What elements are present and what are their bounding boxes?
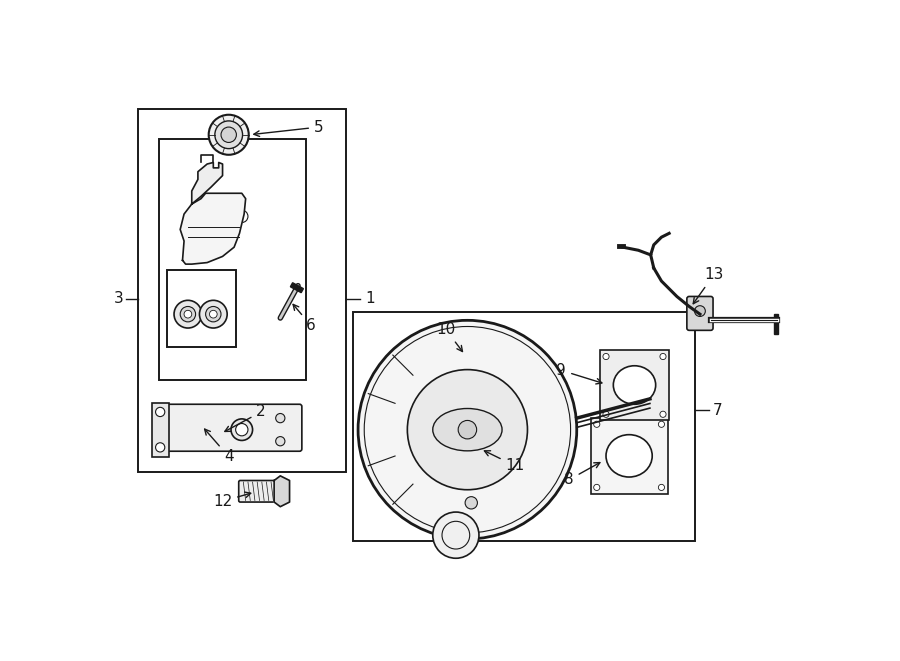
Circle shape — [659, 485, 664, 490]
Polygon shape — [274, 476, 290, 507]
Circle shape — [205, 307, 221, 322]
Circle shape — [603, 354, 609, 360]
Circle shape — [433, 512, 479, 559]
Ellipse shape — [433, 408, 502, 451]
Bar — [138, 108, 346, 472]
Text: 1: 1 — [365, 292, 375, 306]
Circle shape — [408, 369, 527, 490]
Polygon shape — [192, 163, 222, 204]
Circle shape — [660, 354, 666, 360]
Bar — [152, 403, 168, 457]
Text: 13: 13 — [693, 268, 724, 303]
Text: 11: 11 — [484, 451, 525, 473]
Bar — [774, 314, 778, 334]
Text: 3: 3 — [114, 292, 124, 306]
Text: 9: 9 — [556, 363, 602, 384]
Text: 7: 7 — [712, 403, 722, 418]
Circle shape — [659, 421, 664, 428]
Text: 12: 12 — [213, 492, 251, 509]
Bar — [167, 270, 237, 347]
Bar — [354, 312, 696, 541]
Circle shape — [603, 411, 609, 417]
Circle shape — [200, 300, 227, 328]
Ellipse shape — [613, 366, 656, 405]
Text: 4: 4 — [204, 429, 233, 464]
Circle shape — [648, 393, 664, 409]
Bar — [590, 418, 668, 494]
FancyBboxPatch shape — [238, 481, 275, 502]
Circle shape — [174, 300, 202, 328]
Circle shape — [210, 310, 217, 318]
Circle shape — [594, 485, 599, 490]
Text: 5: 5 — [254, 120, 324, 136]
Bar — [599, 350, 669, 420]
Circle shape — [156, 443, 165, 452]
Circle shape — [275, 437, 285, 446]
Circle shape — [221, 127, 237, 143]
Polygon shape — [180, 193, 246, 264]
Circle shape — [660, 411, 666, 417]
Circle shape — [209, 115, 248, 155]
Circle shape — [358, 321, 577, 539]
Circle shape — [695, 305, 706, 317]
Circle shape — [180, 307, 195, 322]
Circle shape — [156, 407, 165, 416]
Bar — [159, 139, 306, 379]
Text: 10: 10 — [436, 322, 463, 352]
Ellipse shape — [606, 435, 652, 477]
Circle shape — [184, 310, 192, 318]
Circle shape — [236, 424, 248, 436]
Text: 2: 2 — [225, 405, 266, 432]
Circle shape — [458, 420, 477, 439]
Circle shape — [231, 419, 253, 440]
Circle shape — [215, 121, 243, 149]
Circle shape — [275, 414, 285, 423]
Text: 8: 8 — [564, 463, 600, 487]
FancyBboxPatch shape — [687, 297, 713, 330]
Circle shape — [465, 496, 477, 509]
Text: 6: 6 — [293, 305, 316, 333]
FancyBboxPatch shape — [166, 405, 302, 451]
Polygon shape — [291, 283, 303, 293]
Circle shape — [594, 421, 599, 428]
